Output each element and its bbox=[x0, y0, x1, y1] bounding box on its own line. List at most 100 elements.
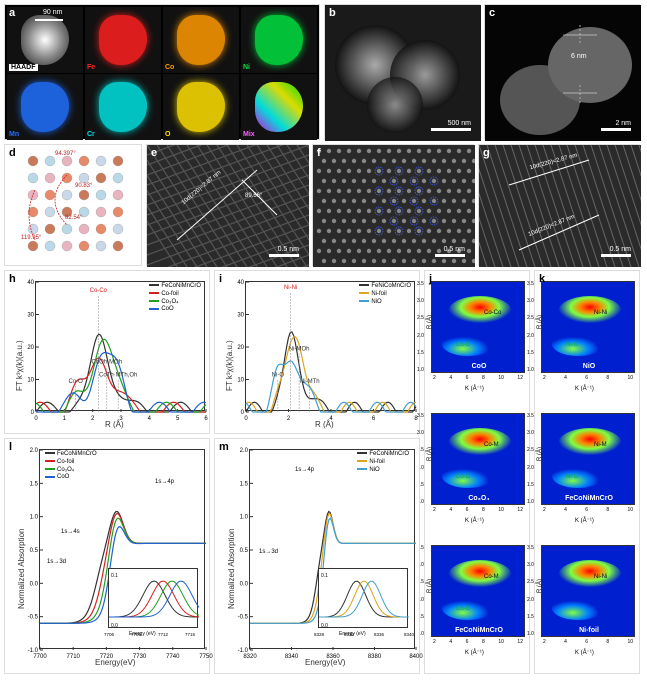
legend-l: FeCoNiMnCrOCo-foilCo₃O₄CoO bbox=[45, 451, 97, 482]
svg-text:20: 20 bbox=[237, 345, 244, 351]
panel-label-k: k bbox=[539, 273, 545, 285]
element-map-mn: Mn bbox=[7, 74, 83, 140]
wavelet-feconimncro: Co-M Co-O FeCoNiMnCrO R (Å)24681012K (Å⁻… bbox=[431, 545, 525, 669]
svg-text:-1.0: -1.0 bbox=[238, 648, 249, 654]
panel-label-j: j bbox=[429, 273, 432, 285]
svg-text:0: 0 bbox=[244, 416, 248, 422]
svg-text:7710: 7710 bbox=[67, 654, 81, 660]
xlabel-i: R (Å) bbox=[315, 420, 334, 429]
svg-text:Ni-MTh: Ni-MTh bbox=[300, 379, 320, 385]
svg-text:20: 20 bbox=[27, 345, 34, 351]
svg-text:8340: 8340 bbox=[404, 632, 415, 637]
inset-m-xlabel: Energy (eV) bbox=[339, 631, 366, 637]
svg-text:CoOh·MOh: CoOh·MOh bbox=[91, 360, 122, 366]
svg-text:7740: 7740 bbox=[166, 654, 180, 660]
ylabel-i: FT k³χ(k)(a.u.) bbox=[225, 340, 234, 391]
panel-f-lattice: f 0.5 nm bbox=[312, 144, 474, 266]
svg-text:30: 30 bbox=[27, 313, 34, 319]
svg-text:1.0: 1.0 bbox=[240, 515, 249, 521]
svg-text:0.0: 0.0 bbox=[240, 581, 249, 587]
legend-m: FeCoNiMnCrONi-foilNiO bbox=[357, 451, 409, 474]
panel-g-lattice: g 10d(220)=2.87 nm 10d(220)=2.87 nm 0.5 … bbox=[478, 144, 640, 266]
inset-m: 0.10.08328833283368340 Energy (eV) bbox=[318, 568, 408, 628]
panel-label-a: a bbox=[9, 7, 15, 19]
scale-text-b: 500 nm bbox=[448, 120, 471, 127]
svg-text:Ni-Ni: Ni-Ni bbox=[594, 310, 607, 316]
scale-bar-g bbox=[601, 254, 631, 257]
svg-text:Co₃O₄: Co₃O₄ bbox=[468, 495, 489, 502]
svg-text:5: 5 bbox=[176, 416, 180, 422]
svg-text:0.1: 0.1 bbox=[111, 573, 118, 579]
ylabel-m: Normalized Absorption bbox=[227, 529, 236, 609]
svg-text:Ni-Ni: Ni-Ni bbox=[594, 574, 607, 580]
svg-text:Ni-O: Ni-O bbox=[566, 342, 579, 348]
panel-label-e: e bbox=[151, 147, 157, 159]
svg-text:1: 1 bbox=[63, 416, 67, 422]
svg-text:Co-O: Co-O bbox=[456, 342, 471, 348]
svg-text:Co-M: Co-M bbox=[484, 442, 499, 448]
panel-j-wavelet-co: j Co-Co Co-O CoO R (Å)24681012K (Å⁻¹)3.5… bbox=[424, 270, 530, 674]
inset-l-xlabel: Energy (eV) bbox=[129, 631, 156, 637]
svg-text:Co-Co: Co-Co bbox=[484, 310, 502, 316]
anno-1s4s: 1s→4s bbox=[61, 529, 80, 535]
svg-text:8380: 8380 bbox=[368, 654, 382, 660]
annotation-6nm: 6 nm bbox=[571, 53, 587, 60]
svg-text:Co-O: Co-O bbox=[456, 474, 471, 480]
angle-4: 119.95° bbox=[21, 235, 41, 241]
element-map-mix: Mix bbox=[241, 74, 317, 140]
svg-text:8340: 8340 bbox=[285, 654, 299, 660]
element-map-cr: Cr bbox=[85, 74, 161, 140]
panel-b-tem: b 500 nm bbox=[324, 4, 480, 140]
svg-text:6: 6 bbox=[204, 416, 208, 422]
svg-text:10: 10 bbox=[27, 378, 34, 384]
svg-text:1.5: 1.5 bbox=[240, 481, 249, 487]
svg-text:0.1: 0.1 bbox=[321, 573, 328, 579]
scale-bar-f bbox=[435, 254, 465, 257]
panel-d-structure: d 94.397° 90.83° 82.54° 119.95° bbox=[4, 144, 142, 266]
scale-bar-c bbox=[601, 128, 631, 131]
svg-text:Ni-O: Ni-O bbox=[566, 474, 579, 480]
svg-text:7750: 7750 bbox=[199, 654, 213, 660]
element-map-haadf: HAADF bbox=[7, 7, 83, 73]
angle-2: 90.83° bbox=[75, 183, 92, 189]
panel-label-h: h bbox=[9, 273, 16, 285]
svg-text:-1.0: -1.0 bbox=[28, 648, 39, 654]
angle-1: 94.397° bbox=[55, 151, 76, 157]
svg-text:Co-O: Co-O bbox=[456, 606, 471, 612]
wavelet-nio: Ni-Ni Ni-O NiO R (Å)246810K (Å⁻¹)3.53.02… bbox=[541, 281, 635, 405]
crystal-model bbox=[5, 145, 143, 267]
ylabel-l: Normalized Absorption bbox=[17, 529, 26, 609]
panel-m-xanes-ni: m 83208340836083808400-1.0-0.50.00.51.01… bbox=[214, 438, 420, 674]
panel-label-f: f bbox=[317, 147, 321, 159]
svg-text:0.0: 0.0 bbox=[111, 623, 118, 629]
panel-label-l: l bbox=[9, 441, 12, 453]
element-map-co: Co bbox=[163, 7, 239, 73]
svg-text:8320: 8320 bbox=[243, 654, 257, 660]
element-map-o: O bbox=[163, 74, 239, 140]
svg-text:8336: 8336 bbox=[374, 632, 385, 637]
svg-text:8328: 8328 bbox=[314, 632, 325, 637]
svg-text:0.5: 0.5 bbox=[30, 548, 39, 554]
svg-text:7700: 7700 bbox=[33, 654, 47, 660]
panel-label-d: d bbox=[9, 147, 16, 159]
panel-label-i: i bbox=[219, 273, 222, 285]
scale-bar-b bbox=[431, 128, 471, 131]
scale-text-f: 0.5 nm bbox=[444, 246, 465, 253]
panel-h-exafs-co: h 0123456010203040Co-CoCo-OCoOh·MOhCoTh·… bbox=[4, 270, 210, 434]
svg-text:0.0: 0.0 bbox=[321, 623, 328, 629]
scale-text-g: 0.5 nm bbox=[610, 246, 631, 253]
svg-text:-0.5: -0.5 bbox=[238, 615, 249, 621]
svg-text:4: 4 bbox=[148, 416, 152, 422]
panel-c-hrtem: c 6 nm 2 nm bbox=[484, 4, 640, 140]
svg-text:7715: 7715 bbox=[185, 632, 196, 637]
svg-text:Ni-M: Ni-M bbox=[594, 442, 607, 448]
scale-text-e: 0.5 nm bbox=[278, 246, 299, 253]
svg-text:0.0: 0.0 bbox=[30, 581, 39, 587]
panel-label-g: g bbox=[483, 147, 490, 159]
wavelet-feconimncro: Ni-M Ni-O FeCoNiMnCrO R (Å)246810K (Å⁻¹)… bbox=[541, 413, 635, 537]
panel-l-xanes-co: l 770077107720773077407750-1.0-0.50.00.5… bbox=[4, 438, 210, 674]
svg-text:1.0: 1.0 bbox=[30, 515, 39, 521]
element-map-fe: Fe bbox=[85, 7, 161, 73]
svg-text:Co-M: Co-M bbox=[484, 574, 499, 580]
svg-text:2: 2 bbox=[91, 416, 95, 422]
